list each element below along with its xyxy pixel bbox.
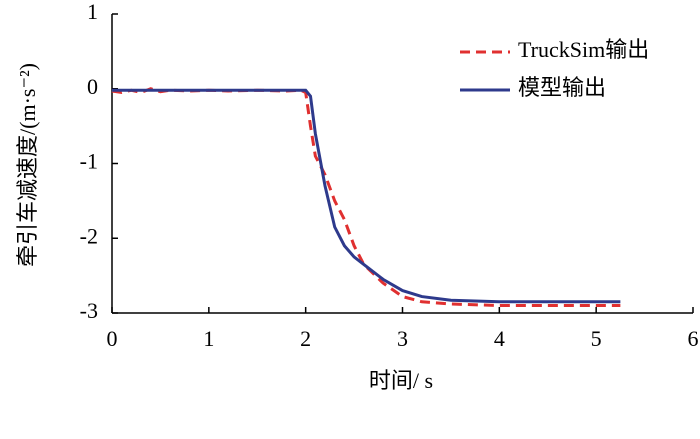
- y-tick-label: 0: [87, 74, 98, 99]
- x-tick-label: 6: [688, 326, 699, 351]
- y-tick-label: -2: [80, 223, 98, 248]
- y-tick-label: -1: [80, 149, 98, 174]
- y-axis-label: 牵引车减速度/(m·s⁻²): [15, 63, 40, 267]
- x-tick-label: 5: [591, 326, 602, 351]
- legend-label: 模型输出: [518, 75, 606, 100]
- x-tick-label: 4: [494, 326, 505, 351]
- x-tick-label: 1: [203, 326, 214, 351]
- series-line: [112, 88, 621, 304]
- x-tick-label: 3: [397, 326, 408, 351]
- legend-label: TruckSim输出: [518, 37, 649, 62]
- x-tick-label: 2: [300, 326, 311, 351]
- y-tick-label: -3: [80, 298, 98, 323]
- x-tick-label: 0: [107, 326, 118, 351]
- series-line: [111, 87, 621, 308]
- x-axis-label: 时间/ s: [369, 368, 433, 393]
- y-tick-label: 1: [87, 0, 98, 24]
